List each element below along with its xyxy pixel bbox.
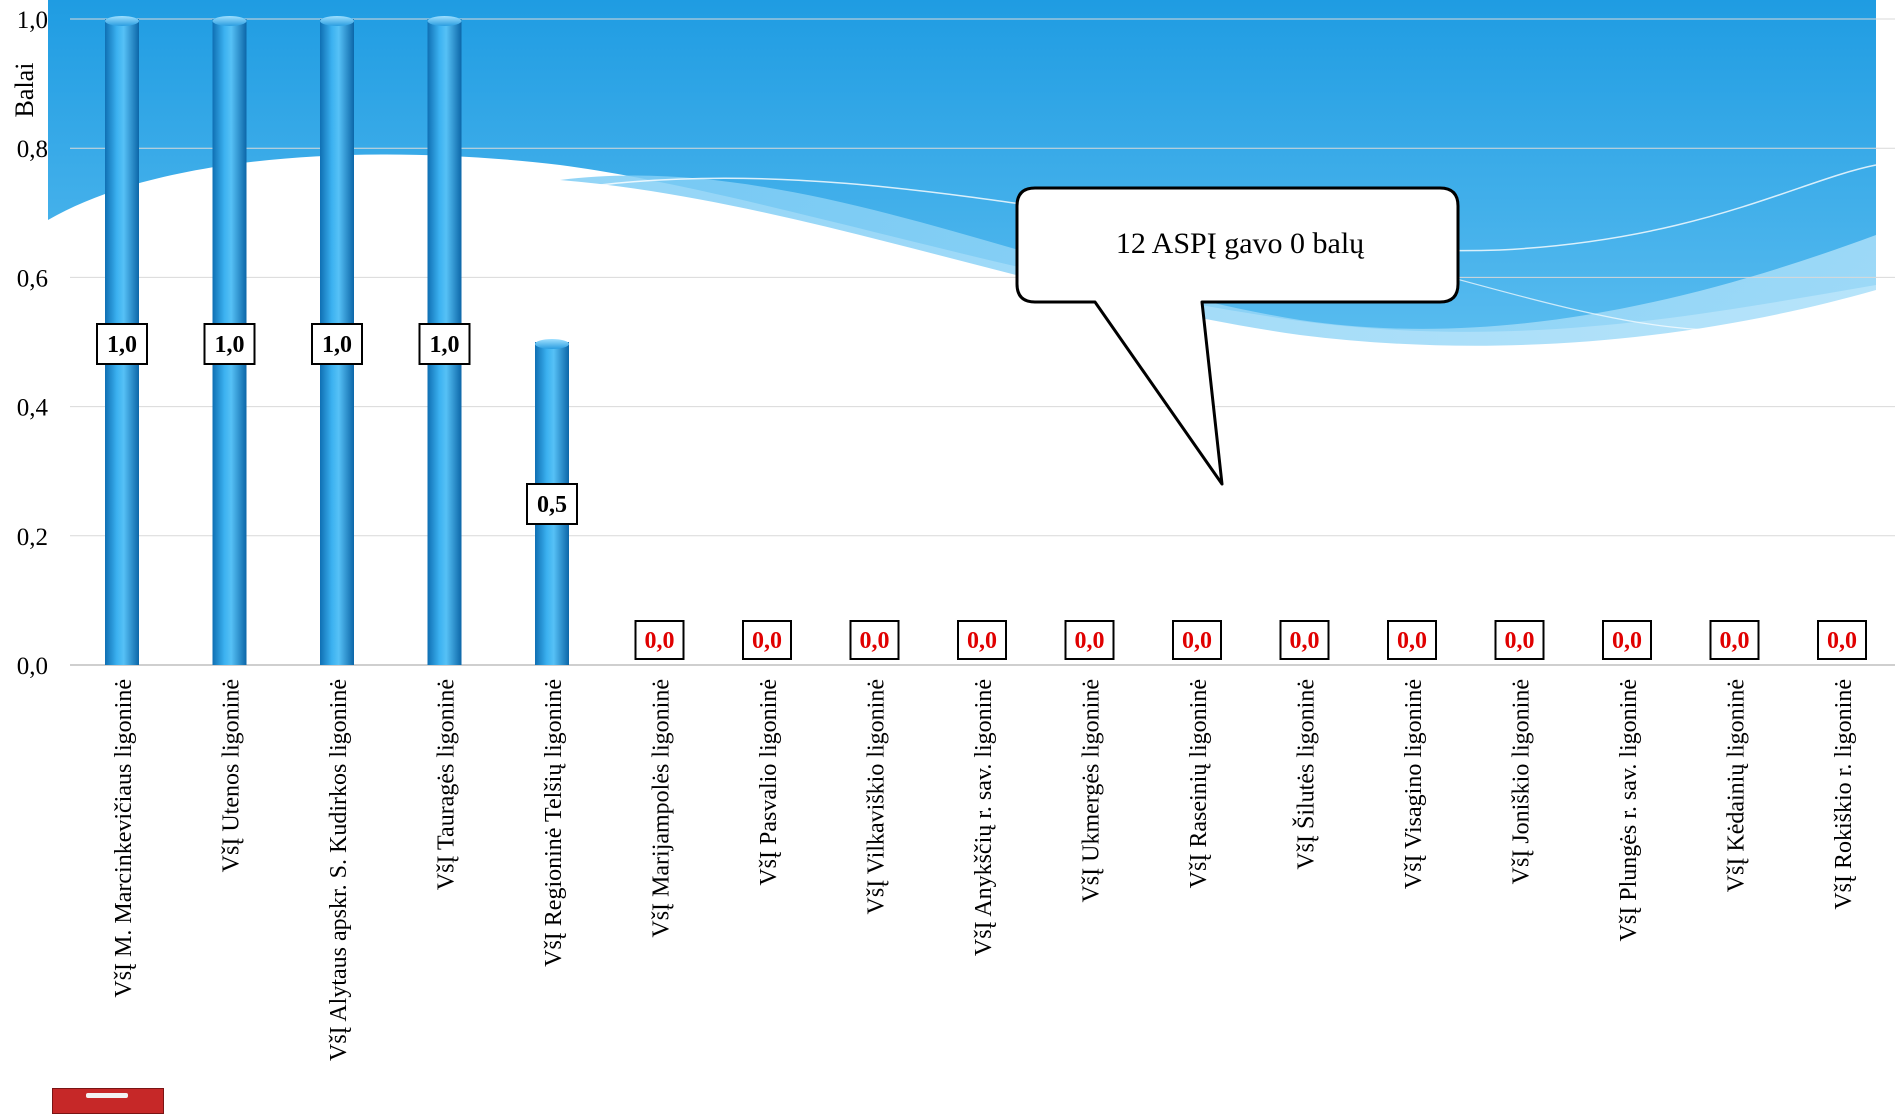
data-label: 0,0 (1612, 628, 1642, 654)
data-label: 0,0 (1720, 628, 1750, 654)
data-label: 0,0 (1290, 628, 1320, 654)
data-label: 0,0 (1075, 628, 1105, 654)
y-tick-label: 0,8 (17, 136, 48, 163)
logo (52, 1088, 164, 1114)
y-tick-label: 1,0 (17, 7, 48, 34)
data-label-box (1602, 620, 1652, 660)
bar-cap (320, 16, 354, 26)
data-label-box (634, 620, 685, 660)
x-tick-label: VšĮ Regioninė Telšių ligoninė (541, 679, 567, 967)
data-label: 1,0 (322, 332, 352, 358)
bar-cap (105, 16, 139, 26)
x-tick-label: VšĮ Šilutės ligoninė (1293, 679, 1320, 870)
bar-cap (427, 16, 462, 26)
annotation-text: 12 ASPĮ gavo 0 balų (1115, 227, 1365, 260)
data-label-box (849, 620, 900, 660)
data-label: 0,0 (860, 628, 890, 654)
data-label: 1,0 (430, 332, 460, 358)
data-label-box (1709, 620, 1760, 660)
x-tick-label: VšĮ Rokiškio r. ligoninė (1831, 679, 1857, 910)
x-tick-label: VšĮ Anykščių r. sav. ligoninė (971, 679, 997, 956)
x-tick-label: VšĮ Utenos ligoninė (219, 679, 245, 872)
x-tick-label: VšĮ Alytaus apskr. S. Kudirkos ligoninė (326, 679, 352, 1061)
data-label-box (957, 620, 1007, 660)
data-label-box (311, 323, 363, 365)
y-tick-label: 0,6 (17, 265, 48, 292)
x-tick-label: VšĮ Pasvalio ligoninė (756, 679, 782, 886)
data-label: 0,0 (1397, 628, 1427, 654)
bar-cap (535, 339, 569, 349)
data-label-box (1387, 620, 1437, 660)
x-tick-label: VšĮ Vilkaviškio ligoninė (864, 679, 890, 914)
data-label: 0,0 (1182, 628, 1212, 654)
y-tick-label: 0,0 (17, 653, 48, 680)
y-axis-label: Balai (10, 62, 39, 118)
data-label: 0,5 (537, 492, 567, 518)
data-label: 0,0 (967, 628, 997, 654)
x-tick-label: VšĮ Marijampolės ligoninė (649, 679, 675, 938)
data-label-box (1172, 620, 1222, 660)
data-label: 0,0 (645, 628, 675, 654)
x-tick-label: VšĮ Visagino ligoninė (1401, 679, 1427, 889)
data-label: 0,0 (1827, 628, 1857, 654)
data-label: 0,0 (1505, 628, 1535, 654)
x-tick-label: VšĮ Ukmergės ligoninė (1079, 679, 1105, 903)
data-label-box (1494, 620, 1545, 660)
x-tick-label: VšĮ Tauragės ligoninė (434, 679, 460, 890)
bar-cap (212, 16, 247, 26)
data-label-box (1279, 620, 1330, 660)
x-tick-label: VšĮ Raseinių ligoninė (1186, 679, 1212, 888)
annotation-callout (1015, 186, 1460, 486)
x-tick-label: VšĮ Joniškio ligoninė (1509, 679, 1535, 884)
x-tick-label: VšĮ Plungės r. sav. ligoninė (1616, 679, 1642, 941)
data-label-box (526, 483, 578, 525)
data-label-box (1064, 620, 1115, 660)
data-label-box (203, 323, 256, 365)
y-tick-label: 0,2 (17, 524, 48, 551)
data-label: 0,0 (752, 628, 782, 654)
data-label-box (742, 620, 792, 660)
data-label: 1,0 (107, 332, 137, 358)
x-tick-label: VšĮ Kėdainių ligoninė (1724, 679, 1750, 892)
data-label-box (1817, 620, 1867, 660)
data-label: 1,0 (215, 332, 245, 358)
y-tick-label: 0,4 (17, 395, 49, 422)
data-label-box (418, 323, 471, 365)
x-tick-label: VšĮ M. Marcinkevičiaus ligoninė (111, 679, 137, 998)
data-label-box (96, 323, 148, 365)
